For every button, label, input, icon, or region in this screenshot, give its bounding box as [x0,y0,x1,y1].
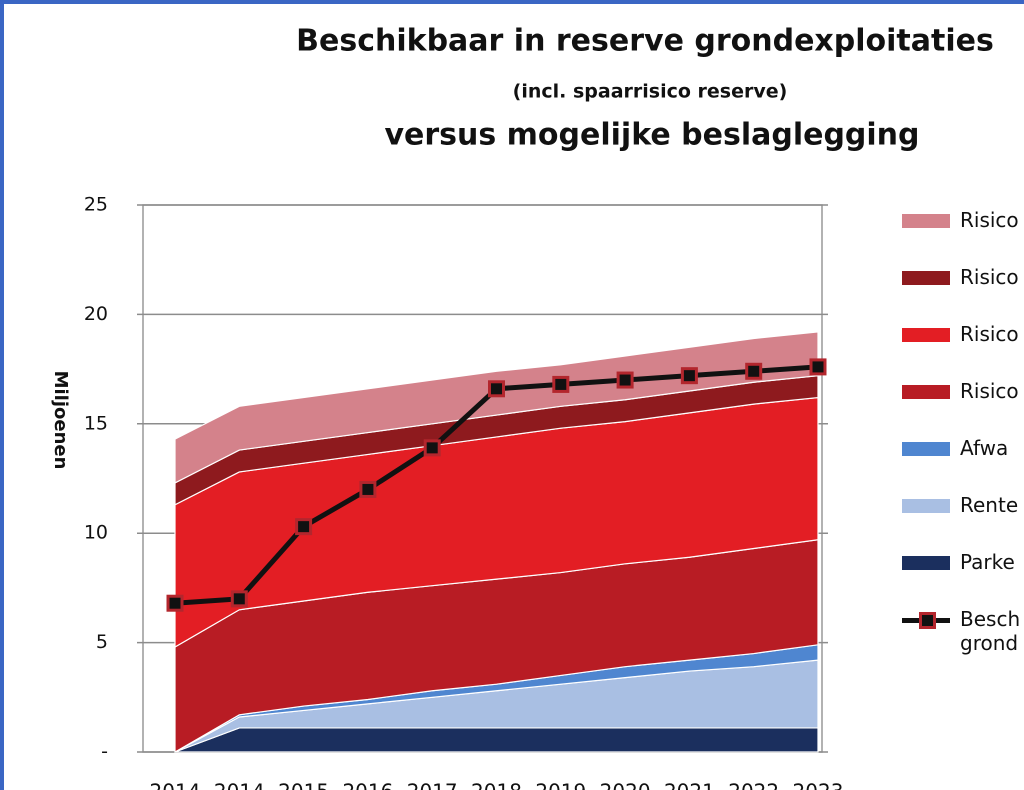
legend-item: Afwa [900,428,1024,485]
x-tick-label: 2021 [664,780,715,790]
x-tick-label: 2023 [793,780,844,790]
legend-swatch [902,214,950,228]
chart-subtitle: (incl. spaarrisico reserve) [513,81,788,103]
legend-label: Afwa [960,436,1009,460]
legend-label: Risico [960,265,1019,289]
legend-item: Besch grond [900,599,1024,656]
marker [552,375,570,393]
legend-item: Risico [900,314,1024,371]
marker [488,380,505,398]
marker [295,518,313,536]
x-tick-label: 2019 [535,780,586,790]
y-tick-label: 5 [96,631,108,653]
legend-label: Risico [960,208,1019,232]
legend-item: Parke [900,542,1024,599]
y-axis-label: Miljoenen [50,371,71,470]
x-tick-label: 2016 [342,780,393,790]
legend-swatch [902,612,950,629]
area [174,727,819,753]
legend-item: Rente [900,485,1024,542]
legend-label: Parke [960,550,1015,574]
y-tick-label: - [101,741,108,763]
legend-label: Besch grond [960,607,1021,655]
x-tick-label: 2014 [150,780,201,790]
legend-item: Risico [900,371,1024,428]
legend-label: Risico [960,379,1019,403]
legend-marker [919,612,936,629]
legend-swatch [902,556,950,570]
x-tick-label: 2015 [278,780,329,790]
marker [745,362,763,380]
legend-swatch [902,385,950,399]
marker [166,594,184,612]
marker [230,590,248,608]
y-tick-label: 25 [84,194,108,216]
x-tick-label: 2017 [407,780,458,790]
x-tick-label: 2020 [600,780,651,790]
marker [423,439,441,457]
chart-subtitle: versus mogelijke beslaglegging [384,118,919,153]
y-tick-label: 10 [84,522,108,544]
legend: Risico Risico Risico Risico Afwa Rente Parke Be… [900,200,1024,656]
legend-swatch [902,442,950,456]
legend-label: Risico [960,322,1019,346]
y-tick-label: 20 [84,303,108,325]
legend-swatch [902,271,950,285]
marker [809,358,827,376]
x-tick-label: 2018 [471,780,522,790]
y-tick-label: 15 [84,412,108,434]
legend-item: Risico [900,257,1024,314]
legend-item: Risico [900,200,1024,257]
marker [359,480,377,498]
legend-label: Rente [960,493,1019,517]
x-tick-label: 2022 [728,780,779,790]
marker [616,371,634,389]
legend-swatch [902,328,950,342]
legend-swatch [902,499,950,513]
marker [680,367,698,385]
area [174,331,819,484]
x-tick-label: 2014 [214,780,265,790]
chart-title: Beschikbaar in reserve grondexploitaties [296,24,994,59]
